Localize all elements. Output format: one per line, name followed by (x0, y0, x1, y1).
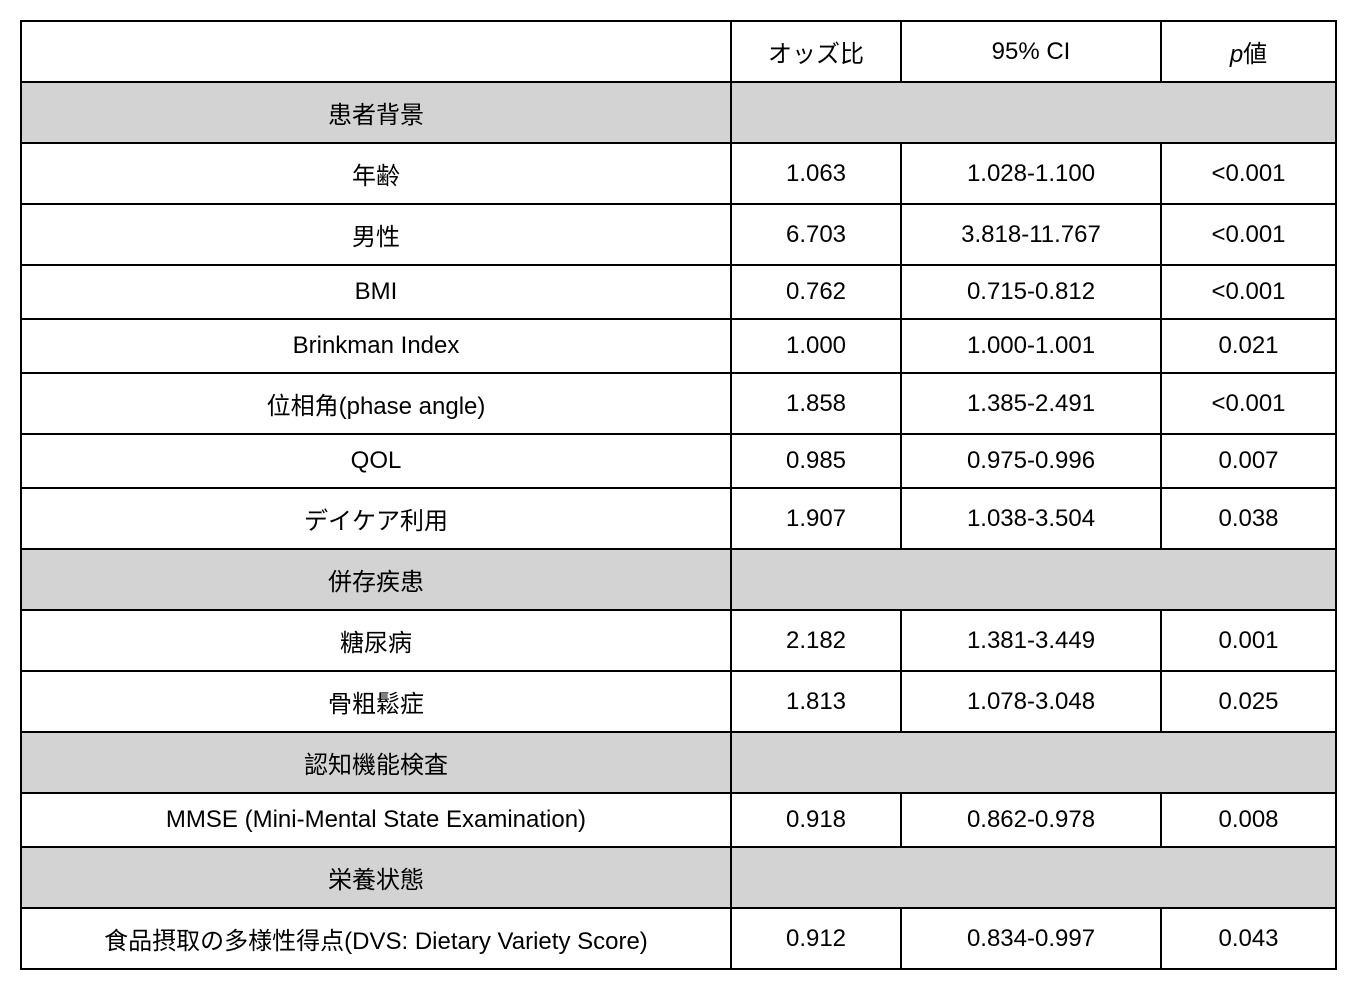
cell-pval: 0.038 (1161, 488, 1336, 549)
cell-ci: 1.381-3.449 (901, 610, 1161, 671)
cell-ci: 0.862-0.978 (901, 793, 1161, 847)
cell-odds: 0.918 (731, 793, 901, 847)
header-odds: オッズ比 (731, 21, 901, 82)
cell-ci: 1.028-1.100 (901, 143, 1161, 204)
cell-pval: 0.008 (1161, 793, 1336, 847)
section-spacer (731, 847, 1336, 908)
stats-table: オッズ比 95% CI p値 患者背景年齢1.0631.028-1.100<0.… (20, 20, 1337, 970)
cell-ci: 0.834-0.997 (901, 908, 1161, 969)
pval-suffix: 値 (1243, 41, 1267, 68)
header-label (21, 21, 731, 82)
table-row: 糖尿病2.1821.381-3.4490.001 (21, 610, 1336, 671)
cell-pval: 0.021 (1161, 319, 1336, 373)
cell-label: デイケア利用 (21, 488, 731, 549)
cell-ci: 1.078-3.048 (901, 671, 1161, 732)
cell-label: 男性 (21, 204, 731, 265)
table-row: Brinkman Index1.0001.000-1.0010.021 (21, 319, 1336, 373)
section-spacer (731, 82, 1336, 143)
cell-ci: 1.385-2.491 (901, 373, 1161, 434)
section-header-row: 併存疾患 (21, 549, 1336, 610)
cell-label: 食品摂取の多様性得点(DVS: Dietary Variety Score) (21, 908, 731, 969)
table-row: 骨粗鬆症1.8131.078-3.0480.025 (21, 671, 1336, 732)
cell-label: QOL (21, 434, 731, 488)
cell-label: BMI (21, 265, 731, 319)
cell-pval: <0.001 (1161, 265, 1336, 319)
header-pval: p値 (1161, 21, 1336, 82)
header-row: オッズ比 95% CI p値 (21, 21, 1336, 82)
section-spacer (731, 549, 1336, 610)
cell-odds: 0.985 (731, 434, 901, 488)
cell-ci: 0.975-0.996 (901, 434, 1161, 488)
section-header-row: 認知機能検査 (21, 732, 1336, 793)
pval-italic-p: p (1230, 41, 1243, 68)
cell-label: 年齢 (21, 143, 731, 204)
section-title: 栄養状態 (21, 847, 731, 908)
cell-odds: 1.000 (731, 319, 901, 373)
header-ci: 95% CI (901, 21, 1161, 82)
table-row: 年齢1.0631.028-1.100<0.001 (21, 143, 1336, 204)
cell-ci: 3.818-11.767 (901, 204, 1161, 265)
cell-label: MMSE (Mini-Mental State Examination) (21, 793, 731, 847)
table-row: QOL0.9850.975-0.9960.007 (21, 434, 1336, 488)
table-row: 食品摂取の多様性得点(DVS: Dietary Variety Score)0.… (21, 908, 1336, 969)
cell-pval: 0.001 (1161, 610, 1336, 671)
cell-label: 骨粗鬆症 (21, 671, 731, 732)
cell-ci: 1.000-1.001 (901, 319, 1161, 373)
table-row: デイケア利用1.9071.038-3.5040.038 (21, 488, 1336, 549)
section-title: 患者背景 (21, 82, 731, 143)
section-title: 併存疾患 (21, 549, 731, 610)
cell-ci: 0.715-0.812 (901, 265, 1161, 319)
cell-label: Brinkman Index (21, 319, 731, 373)
cell-odds: 0.912 (731, 908, 901, 969)
cell-pval: 0.043 (1161, 908, 1336, 969)
section-header-row: 栄養状態 (21, 847, 1336, 908)
cell-pval: 0.025 (1161, 671, 1336, 732)
cell-odds: 0.762 (731, 265, 901, 319)
cell-label: 糖尿病 (21, 610, 731, 671)
section-spacer (731, 732, 1336, 793)
cell-odds: 6.703 (731, 204, 901, 265)
cell-odds: 2.182 (731, 610, 901, 671)
cell-pval: <0.001 (1161, 373, 1336, 434)
table-row: BMI0.7620.715-0.812<0.001 (21, 265, 1336, 319)
table-row: 位相角(phase angle)1.8581.385-2.491<0.001 (21, 373, 1336, 434)
cell-pval: <0.001 (1161, 204, 1336, 265)
table-body: 患者背景年齢1.0631.028-1.100<0.001男性6.7033.818… (21, 82, 1336, 969)
section-header-row: 患者背景 (21, 82, 1336, 143)
cell-ci: 1.038-3.504 (901, 488, 1161, 549)
cell-odds: 1.907 (731, 488, 901, 549)
cell-odds: 1.063 (731, 143, 901, 204)
section-title: 認知機能検査 (21, 732, 731, 793)
cell-pval: 0.007 (1161, 434, 1336, 488)
table-row: 男性6.7033.818-11.767<0.001 (21, 204, 1336, 265)
table-row: MMSE (Mini-Mental State Examination)0.91… (21, 793, 1336, 847)
cell-odds: 1.813 (731, 671, 901, 732)
cell-odds: 1.858 (731, 373, 901, 434)
cell-pval: <0.001 (1161, 143, 1336, 204)
cell-label: 位相角(phase angle) (21, 373, 731, 434)
